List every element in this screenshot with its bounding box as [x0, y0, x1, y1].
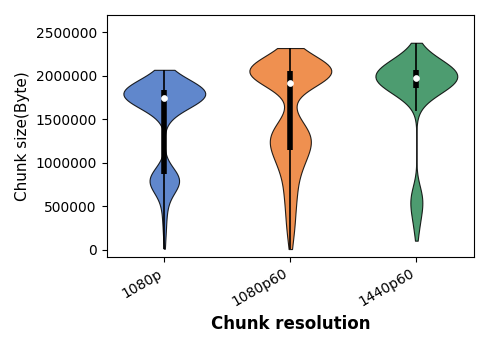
Point	[411, 76, 419, 81]
Point	[286, 81, 294, 86]
Y-axis label: Chunk size(Byte): Chunk size(Byte)	[15, 71, 30, 201]
Point	[160, 95, 168, 101]
X-axis label: Chunk resolution: Chunk resolution	[210, 315, 369, 333]
